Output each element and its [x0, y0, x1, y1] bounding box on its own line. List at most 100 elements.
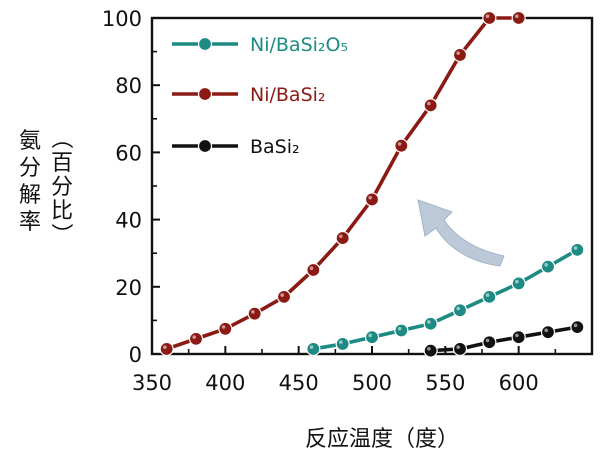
- data-point-highlight: [397, 142, 402, 146]
- legend-item: Ni/BaSi₂O₅: [172, 34, 348, 56]
- data-point-highlight: [515, 279, 519, 284]
- data-point: [423, 98, 438, 113]
- y-tick-label: 0: [129, 343, 142, 367]
- legend-label: Ni/BaSi₂O₅: [250, 34, 348, 56]
- y-axis-unit-char: ）: [48, 223, 73, 245]
- data-point: [482, 335, 497, 350]
- data-point-highlight: [251, 310, 255, 314]
- data-point-highlight: [339, 340, 343, 344]
- data-point: [452, 303, 468, 318]
- y-tick-label: 100: [102, 7, 142, 31]
- data-point-highlight: [368, 333, 373, 338]
- y-axis-title-char: 分: [19, 156, 41, 181]
- series-2: [423, 320, 585, 358]
- x-tick-label: 500: [352, 371, 392, 395]
- data-point-highlight: [192, 335, 196, 339]
- legend-item: BaSi₂: [172, 136, 300, 158]
- data-point: [452, 341, 468, 357]
- data-point-highlight: [573, 246, 578, 250]
- data-point: [511, 10, 526, 26]
- data-point-highlight: [515, 333, 519, 338]
- data-point-highlight: [309, 266, 314, 271]
- series-layer: [159, 10, 585, 358]
- axes-layer: 350 400 450 500 550 600 0 20 40 60 80 100: [102, 7, 594, 395]
- y-axis-title-char: 解: [19, 183, 41, 208]
- x-tick-label: 350: [132, 371, 172, 395]
- data-point: [423, 343, 438, 358]
- data-point-highlight: [309, 345, 314, 349]
- data-point-highlight: [456, 345, 461, 349]
- y-tick-label: 80: [115, 74, 142, 98]
- data-point-highlight: [397, 326, 402, 331]
- data-point-highlight: [515, 14, 519, 18]
- legend-swatch-marker: [197, 86, 213, 102]
- x-axis-title: 反应温度（度）: [305, 427, 459, 452]
- data-point: [570, 320, 585, 335]
- data-point: [394, 323, 409, 338]
- legend-item: Ni/BaSi₂: [172, 84, 326, 106]
- data-point: [423, 316, 438, 331]
- data-point: [482, 289, 497, 304]
- data-point-highlight: [339, 234, 343, 239]
- data-point: [247, 306, 262, 321]
- legend-swatch-marker: [197, 36, 213, 52]
- trend-arrow-shape: [417, 199, 505, 267]
- series-line: [166, 16, 519, 351]
- y-axis-unit-char: 分: [51, 175, 73, 200]
- data-point: [540, 325, 556, 340]
- y-tick-label: 60: [115, 141, 142, 165]
- series-line: [313, 248, 579, 351]
- data-point: [218, 321, 233, 336]
- y-tick-label: 20: [115, 276, 142, 300]
- trend-arrow: [417, 199, 505, 267]
- data-point-highlight: [280, 293, 285, 297]
- data-point: [364, 330, 380, 345]
- y-axis-unit-char: （: [48, 127, 73, 149]
- data-point-highlight: [485, 14, 490, 18]
- data-point: [452, 47, 468, 63]
- data-point-highlight: [456, 306, 461, 311]
- y-axis-unit: （百分比）: [48, 127, 73, 245]
- series-0: [306, 242, 585, 357]
- data-point: [335, 336, 350, 352]
- legend-swatch-marker: [197, 138, 213, 154]
- legend-label: BaSi₂: [250, 136, 300, 158]
- data-point: [335, 230, 350, 246]
- y-axis-unit-char: 比: [51, 199, 73, 224]
- data-point: [570, 242, 585, 257]
- data-point: [511, 276, 526, 291]
- y-axis-unit-char: 百: [51, 151, 73, 176]
- data-point-highlight: [221, 325, 226, 329]
- data-point-highlight: [456, 51, 461, 55]
- data-point-highlight: [427, 347, 431, 351]
- data-point-highlight: [544, 328, 548, 333]
- plot-frame: [150, 16, 594, 356]
- data-point-highlight: [368, 195, 373, 200]
- x-tick-label: 400: [205, 371, 245, 395]
- data-point: [540, 259, 556, 274]
- series-line: [430, 325, 578, 353]
- data-point: [394, 138, 409, 153]
- legend: Ni/BaSi₂O₅ Ni/BaSi₂ BaSi₂: [172, 34, 348, 158]
- series-1: [159, 10, 526, 357]
- data-point-highlight: [427, 320, 431, 324]
- data-point: [511, 330, 526, 345]
- data-point: [306, 262, 321, 278]
- x-tick-label: 550: [425, 371, 465, 395]
- data-point-highlight: [485, 338, 490, 343]
- data-point: [188, 331, 204, 346]
- data-point-highlight: [544, 263, 548, 267]
- x-tick-label: 450: [279, 371, 319, 395]
- data-point: [159, 341, 174, 357]
- data-point-highlight: [163, 345, 167, 349]
- legend-label: Ni/BaSi₂: [250, 84, 326, 106]
- x-tick-label: 600: [499, 371, 539, 395]
- data-point: [306, 341, 321, 357]
- data-point: [364, 192, 380, 207]
- data-point: [276, 289, 292, 304]
- data-point-highlight: [427, 101, 431, 106]
- data-point-highlight: [485, 293, 490, 297]
